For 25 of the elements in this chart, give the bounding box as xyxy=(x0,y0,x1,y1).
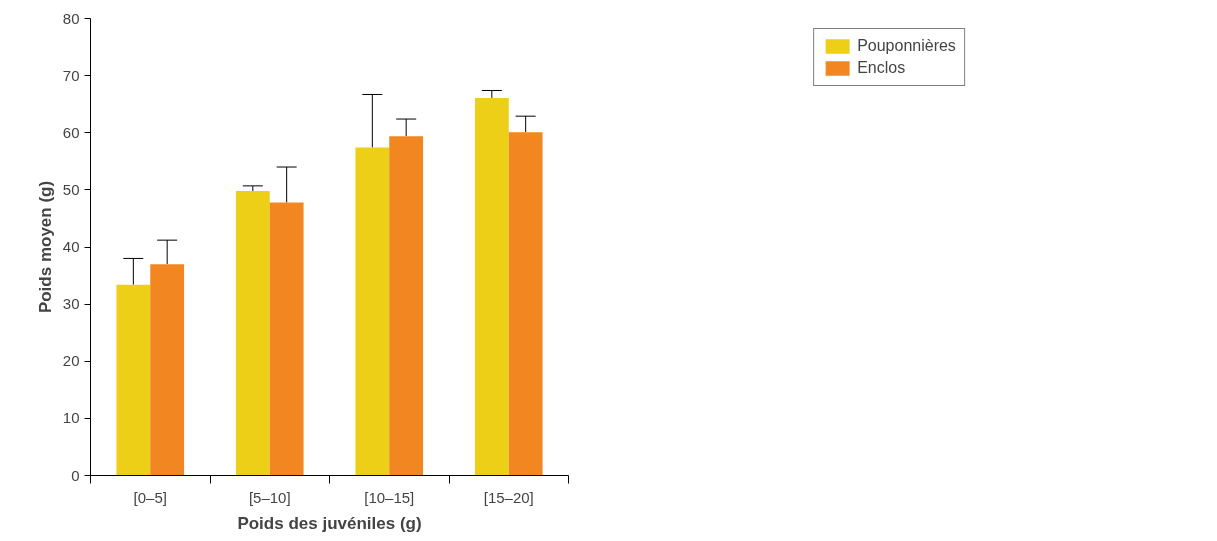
x-tick-label: [0–5] xyxy=(133,488,167,506)
y-tick-label: 60 xyxy=(62,123,80,141)
bar xyxy=(508,132,543,476)
legend-label: Enclos xyxy=(857,59,906,77)
bar xyxy=(269,202,304,476)
y-tick-label: 80 xyxy=(62,9,80,27)
bar xyxy=(116,284,151,476)
y-tick-label: 30 xyxy=(62,295,80,313)
y-tick-label: 0 xyxy=(71,466,80,484)
x-tick-label: [15–20] xyxy=(483,488,534,506)
y-tick-label: 40 xyxy=(62,238,80,255)
y-axis-title: Poids moyen (g) xyxy=(35,180,55,314)
x-tick-label: [5–10] xyxy=(248,488,291,506)
legend-label: Pouponnières xyxy=(857,37,956,55)
y-tick-label: 70 xyxy=(62,66,80,84)
y-tick-label: 50 xyxy=(62,180,80,198)
bar xyxy=(235,191,270,476)
x-tick-label: [10–15] xyxy=(364,488,415,506)
bar xyxy=(150,264,185,476)
y-tick-label: 20 xyxy=(62,352,80,370)
x-axis-title: Poids des juvéniles (g) xyxy=(237,513,422,533)
bar xyxy=(355,147,390,476)
bar xyxy=(474,97,509,476)
y-tick-label: 10 xyxy=(62,409,80,427)
bar xyxy=(389,136,424,476)
